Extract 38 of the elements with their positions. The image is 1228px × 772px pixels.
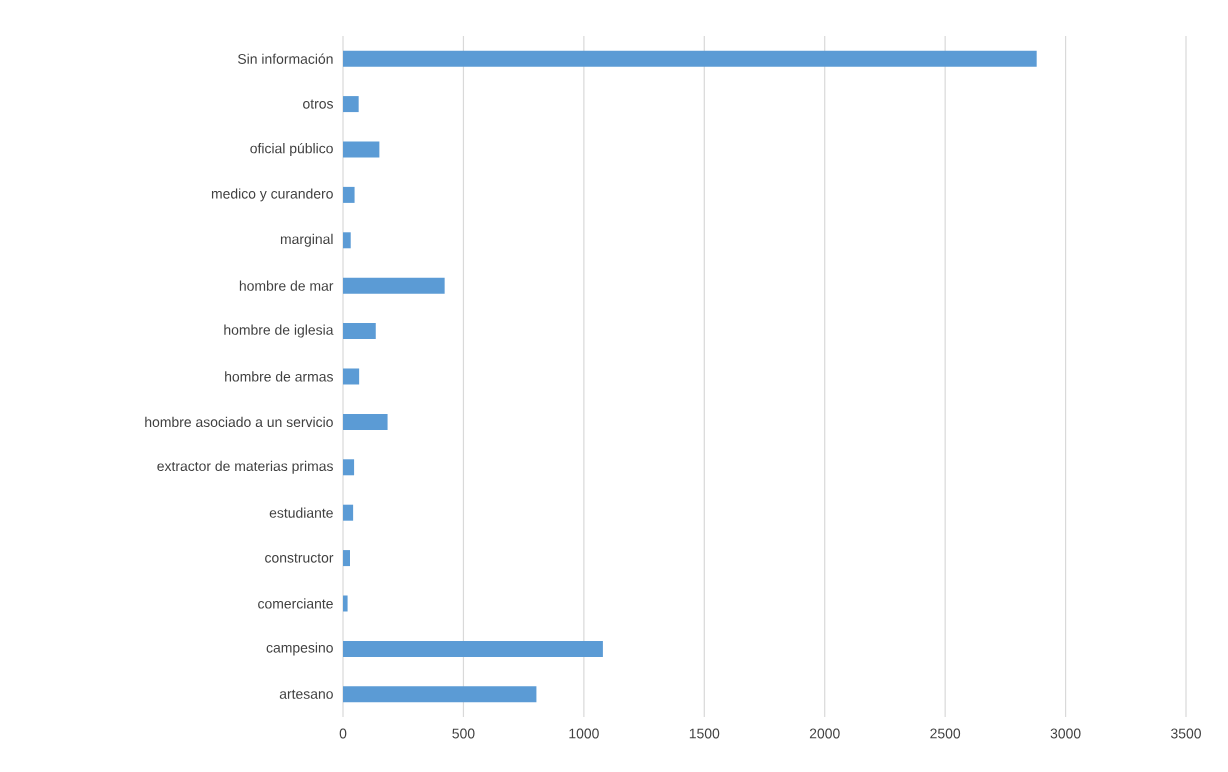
y-tick-label: hombre de armas bbox=[225, 371, 333, 382]
x-tick-label: 2500 bbox=[930, 728, 961, 739]
bar bbox=[343, 96, 359, 113]
y-tick-label: constructor bbox=[265, 553, 334, 563]
y-tick-label: otros bbox=[303, 99, 333, 109]
bar bbox=[343, 640, 603, 657]
y-tick-label: medico y curandero bbox=[211, 188, 333, 202]
bar bbox=[343, 413, 388, 430]
bar bbox=[343, 504, 354, 521]
bar bbox=[343, 50, 1037, 67]
y-tick-label: Sin información bbox=[238, 53, 333, 64]
y-tick-label: hombre de iglesia bbox=[224, 324, 334, 338]
bar bbox=[343, 686, 537, 703]
y-tick-label: oficial público bbox=[250, 142, 333, 157]
x-tick-label: 2000 bbox=[809, 728, 840, 739]
bar bbox=[343, 186, 355, 203]
x-tick-label: 500 bbox=[452, 728, 475, 739]
x-tick-label: 1500 bbox=[689, 728, 720, 739]
y-tick-label: marginal bbox=[280, 233, 333, 247]
x-tick-label: 1000 bbox=[569, 728, 599, 739]
bar bbox=[343, 459, 355, 476]
y-tick-label: extractor de materias primas bbox=[157, 460, 333, 474]
bar bbox=[343, 368, 360, 385]
y-tick-label: hombre de mar bbox=[239, 280, 334, 291]
x-tick-label: 3000 bbox=[1050, 728, 1081, 739]
bar bbox=[343, 141, 380, 158]
y-tick-label: estudiante bbox=[269, 507, 333, 518]
y-tick-label: comerciante bbox=[258, 598, 333, 609]
y-tick-label: hombre asociado a un servicio bbox=[145, 416, 333, 428]
y-tick-label: campesino bbox=[266, 642, 333, 656]
y-tick-label: artesano bbox=[279, 689, 333, 699]
bar bbox=[343, 595, 348, 612]
bar bbox=[343, 323, 376, 340]
bar bbox=[343, 277, 445, 294]
bar bbox=[343, 232, 351, 249]
bar bbox=[343, 550, 350, 567]
x-tick-label: 0 bbox=[339, 728, 347, 739]
x-tick-label: 3500 bbox=[1171, 728, 1201, 739]
